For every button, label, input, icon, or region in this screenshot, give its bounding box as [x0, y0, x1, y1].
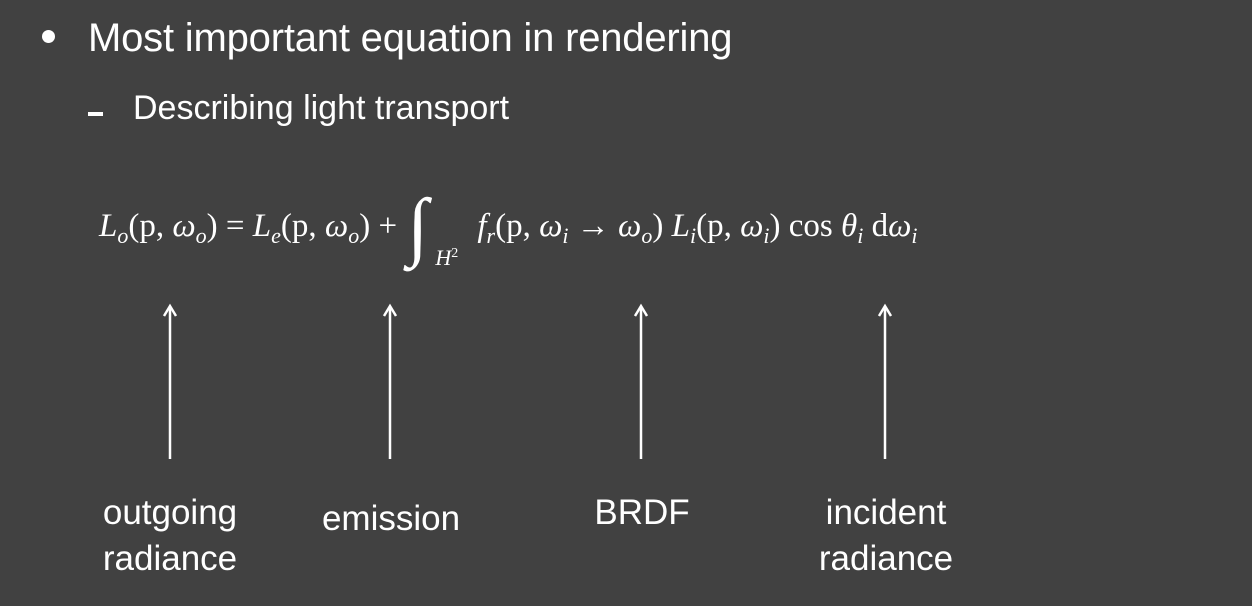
sub-bullet-dash-icon: [88, 112, 103, 116]
arrow-outgoing-icon: [160, 303, 180, 461]
eq-lo-omega-subscript: o: [195, 223, 207, 248]
eq-fr-args-close: ): [652, 208, 664, 244]
eq-integral: ∫ H2: [405, 184, 477, 270]
eq-le-args-close: ): [359, 208, 371, 244]
eq-fr-arrow: →: [568, 208, 619, 244]
eq-equals: =: [217, 208, 253, 244]
eq-integral-domain: H2: [435, 246, 458, 270]
eq-fr-omega-i-subscript: i: [562, 223, 569, 248]
eq-plus: +: [370, 208, 406, 244]
label-outgoing-line2: radiance: [102, 539, 238, 578]
eq-le-symbol: L: [252, 208, 272, 244]
eq-theta-subscript: i: [857, 223, 864, 248]
eq-le-subscript: e: [271, 223, 281, 248]
eq-fr-omega-o: ω: [618, 208, 642, 244]
eq-lo-args-close: ): [206, 208, 218, 244]
eq-fr-symbol: f: [477, 208, 487, 244]
label-outgoing-radiance: outgoing radiance: [103, 490, 237, 582]
label-incident-radiance: incident radiance: [819, 490, 953, 582]
eq-cos: cos: [788, 208, 842, 244]
eq-fr-omega-i: ω: [539, 208, 563, 244]
eq-li-subscript: i: [689, 223, 697, 248]
eq-le-args-open: (p,: [280, 208, 325, 244]
eq-fr-omega-o-subscript: o: [641, 223, 653, 248]
label-brdf: BRDF: [594, 493, 690, 532]
eq-lo-omega: ω: [172, 208, 196, 244]
label-incident-line2: radiance: [818, 539, 954, 578]
eq-fr-args-open: (p,: [495, 208, 540, 244]
eq-d-omega: ω: [888, 208, 912, 244]
eq-d: d: [871, 208, 889, 244]
label-outgoing-line1: outgoing: [102, 493, 238, 532]
eq-domain-power: 2: [451, 246, 459, 261]
label-emission: emission: [321, 499, 461, 538]
eq-li-args-close: ): [769, 208, 781, 244]
bullet-dot-icon: [42, 30, 55, 43]
eq-integral-sign: ∫: [407, 184, 429, 268]
eq-li-omega-subscript: i: [763, 223, 770, 248]
eq-domain-symbol: H: [435, 245, 452, 270]
eq-theta: θ: [841, 208, 858, 244]
eq-li-symbol: L: [671, 208, 690, 244]
arrow-incident-icon: [875, 303, 895, 461]
eq-lo-symbol: L: [99, 208, 118, 244]
sub-bullet-text: Describing light transport: [133, 89, 510, 127]
eq-fr-subscript: r: [486, 223, 496, 248]
rendering-equation: Lo(p, ωo) = Le(p, ωo) + ∫ H2 fr(p, ωi → ωo…: [99, 184, 918, 270]
eq-d-omega-subscript: i: [911, 223, 918, 248]
eq-le-omega-subscript: o: [348, 223, 360, 248]
eq-li-omega: ω: [740, 208, 764, 244]
eq-le-omega: ω: [324, 208, 349, 244]
arrow-brdf-icon: [631, 303, 651, 461]
label-incident-line1: incident: [825, 493, 947, 532]
eq-lo-subscript: o: [117, 223, 129, 248]
eq-li-args-open: (p,: [696, 208, 741, 244]
eq-lo-args-open: (p,: [128, 208, 173, 244]
arrow-emission-icon: [380, 303, 400, 461]
bullet-heading: Most important equation in rendering: [88, 16, 733, 60]
